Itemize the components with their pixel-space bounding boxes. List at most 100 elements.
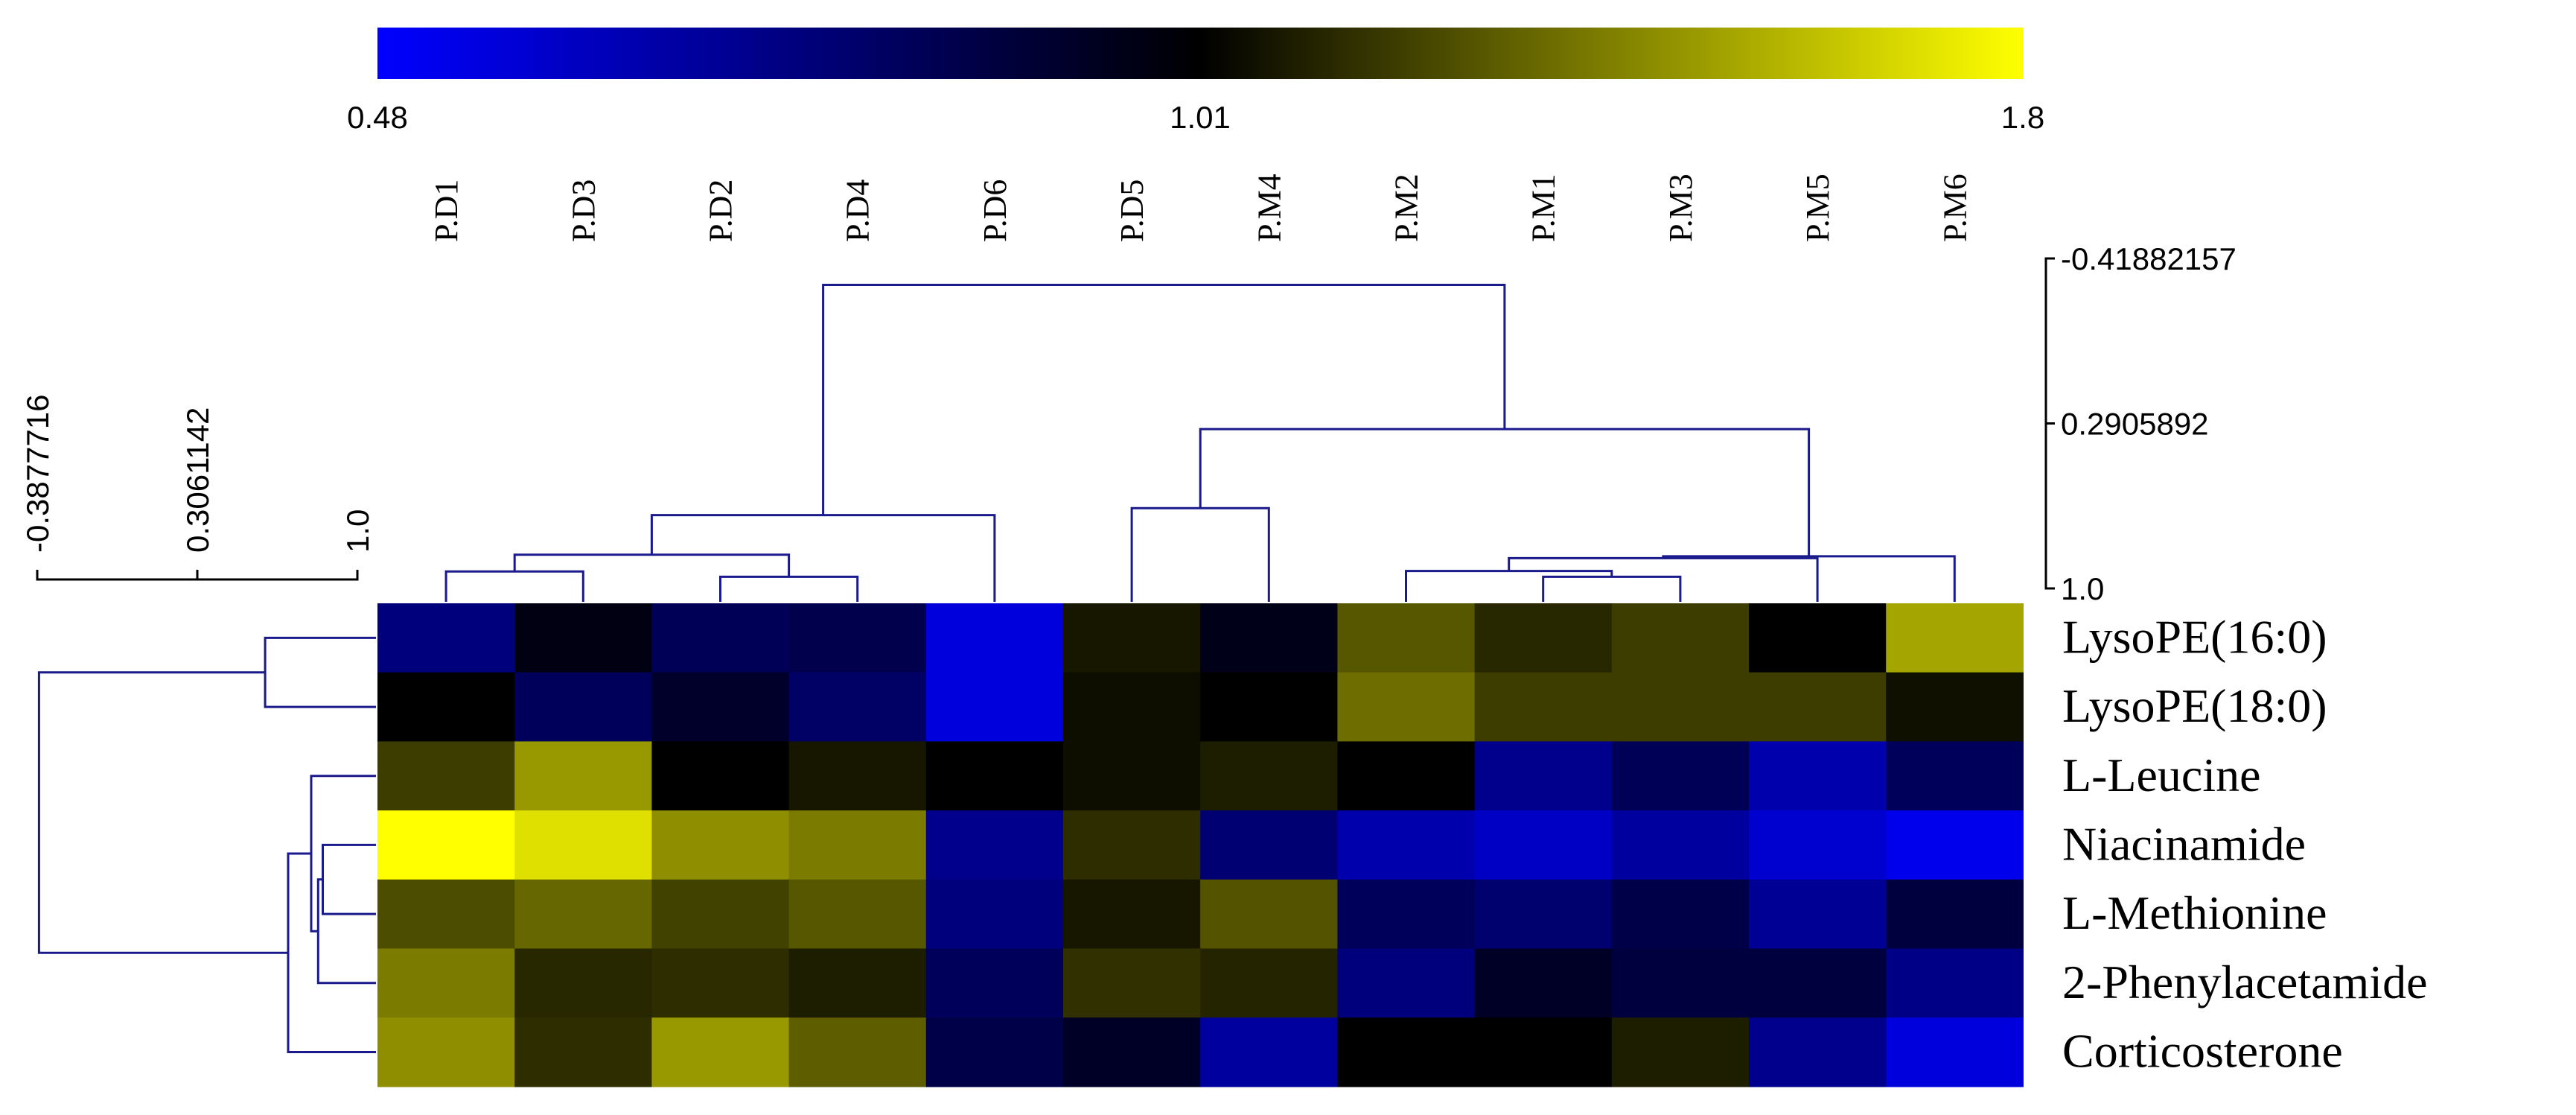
heatmap-cell	[925, 810, 1064, 880]
heatmap-cell	[651, 603, 790, 673]
heatmap-cell	[377, 810, 515, 880]
dendrogram-branch	[322, 843, 376, 915]
heatmap-cell	[1337, 948, 1476, 1018]
heatmap-cell	[1474, 741, 1613, 811]
heatmap-cell	[1474, 603, 1613, 673]
heatmap-cell	[1749, 741, 1887, 811]
heatmap-cell	[1749, 810, 1887, 880]
column-scale-label: -0.41882157	[2061, 241, 2237, 276]
heatmap-cell	[514, 948, 652, 1018]
heatmap-cell	[1474, 879, 1613, 950]
row-scale-label: -0.3877716	[20, 394, 55, 553]
heatmap-cell	[1611, 948, 1750, 1018]
column-dendrogram	[444, 284, 1956, 602]
column-dendrogram-scale: -0.41882157 0.2905892 1.0	[2044, 241, 2237, 606]
dendrogram-branch	[444, 570, 584, 602]
heatmap-cell	[1063, 741, 1201, 811]
heatmap-cell	[377, 948, 515, 1018]
colorbar	[377, 28, 2023, 79]
heatmap-cell	[1200, 1017, 1338, 1087]
heatmap-cell	[651, 810, 790, 880]
heatmap-cell	[1337, 603, 1476, 673]
heatmap-cell	[1063, 603, 1201, 673]
heatmap-cell	[1063, 1017, 1201, 1087]
heatmap-cell	[925, 1017, 1064, 1087]
colorbar-min-label: 0.48	[347, 100, 408, 135]
column-label: P.D6	[977, 180, 1013, 242]
row-scale-label: 1.0	[340, 509, 375, 553]
heatmap-cell	[1474, 948, 1613, 1018]
heatmap-cell	[788, 603, 927, 673]
column-label: P.D4	[840, 180, 876, 242]
heatmap-cell	[1749, 672, 1887, 742]
dendrogram-branch	[1130, 506, 1270, 602]
column-labels: P.D1 P.D3 P.D2 P.D4 P.D6 P.D5 P.M4 P.M2 P.M1 P.M3…	[428, 174, 1973, 242]
heatmap-cell	[1886, 603, 2024, 673]
heatmap-cell	[514, 879, 652, 950]
row-label: LysoPE(18:0)	[2062, 679, 2327, 732]
heatmap-cell	[651, 672, 790, 742]
heatmap-cell	[1611, 603, 1750, 673]
heatmap-cell	[514, 672, 652, 742]
heatmap-cell	[1611, 672, 1750, 742]
column-scale-label: 0.2905892	[2061, 407, 2209, 442]
heatmap-cell	[1886, 741, 2024, 811]
dendrogram-branch	[822, 284, 1506, 515]
heatmap-cell	[1337, 879, 1476, 950]
dendrogram-branch	[1542, 575, 1682, 602]
heatmap-cell	[1886, 672, 2024, 742]
heatmap-cell	[1474, 810, 1613, 880]
dendrogram-branch	[1199, 428, 1811, 556]
heatmap-cell	[1611, 1017, 1750, 1087]
dendrogram-branch	[287, 852, 376, 1053]
dendrogram-branch	[316, 878, 376, 985]
heatmap-cell	[1200, 603, 1338, 673]
heatmap-cell	[1611, 741, 1750, 811]
heatmap-cell	[788, 741, 927, 811]
heatmap-cell	[514, 741, 652, 811]
heatmap-cell	[1749, 948, 1887, 1018]
dendrogram-branch	[1508, 556, 1819, 602]
heatmap-cell	[1474, 1017, 1613, 1087]
heatmap-cell	[1200, 741, 1338, 811]
heatmap-cell	[1886, 879, 2024, 950]
dendrogram-branch	[719, 575, 859, 602]
heatmap-cell	[514, 1017, 652, 1087]
dendrogram-branch	[1662, 555, 1956, 602]
heatmap-cell	[788, 879, 927, 950]
heatmap-cell	[1200, 948, 1338, 1018]
heatmap-cell	[788, 810, 927, 880]
heatmap-cell	[788, 948, 927, 1018]
heatmap-cell	[377, 1017, 515, 1087]
column-label: P.M2	[1389, 174, 1425, 242]
colorbar-max-label: 1.8	[2001, 100, 2044, 135]
heatmap-cell	[925, 948, 1064, 1018]
heatmap-cell	[1474, 672, 1613, 742]
row-dendrogram-scale: -0.3877716 0.3061142 1.0	[20, 394, 375, 581]
heatmap-cell	[925, 672, 1064, 742]
heatmap-cell	[1337, 741, 1476, 811]
heatmap-cell	[1611, 810, 1750, 880]
heatmap-cell	[514, 603, 652, 673]
row-label: L-Leucine	[2062, 749, 2261, 801]
heatmap-cell	[1337, 672, 1476, 742]
dendrogram-branch	[1405, 570, 1613, 602]
column-label: P.M5	[1799, 174, 1836, 242]
heatmap-cell	[1886, 810, 2024, 880]
colorbar-mid-label: 1.01	[1170, 100, 1231, 135]
heatmap-cell	[514, 810, 652, 880]
column-label: P.M6	[1936, 174, 1973, 242]
heatmap-cell	[1337, 810, 1476, 880]
dendrogram-branch	[650, 514, 996, 602]
heatmap-cell	[1749, 603, 1887, 673]
heatmap-cell	[1063, 672, 1201, 742]
heatmap-cells	[377, 603, 2024, 1087]
column-label: P.D5	[1114, 180, 1150, 242]
dendrogram-branch	[513, 553, 791, 577]
heatmap-cell	[377, 879, 515, 950]
heatmap-cell	[925, 879, 1064, 950]
row-labels: LysoPE(16:0) LysoPE(18:0) L-Leucine Niacina…	[2062, 610, 2427, 1077]
column-scale-label: 1.0	[2061, 571, 2104, 606]
column-label: P.M1	[1525, 174, 1562, 242]
